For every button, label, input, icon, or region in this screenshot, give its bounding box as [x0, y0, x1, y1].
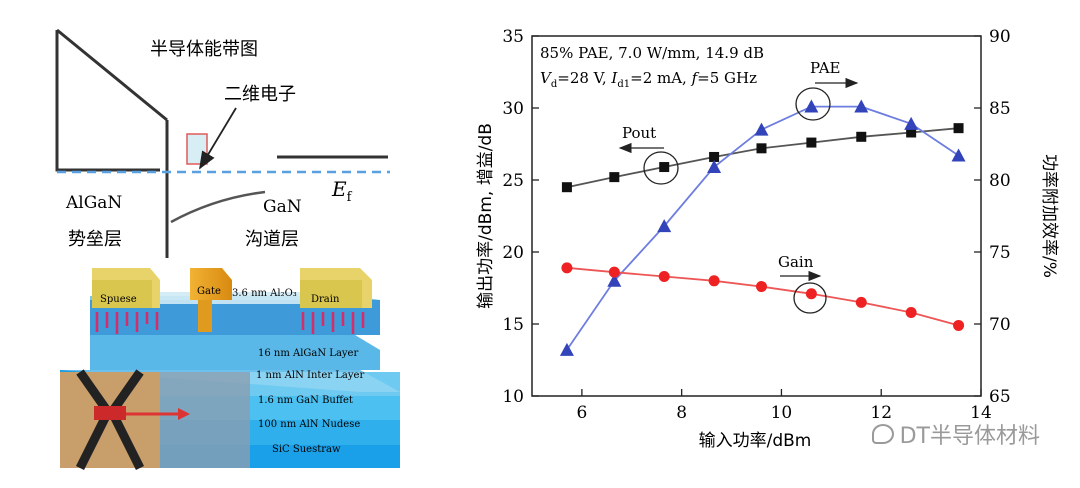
pae-point: [607, 273, 622, 287]
y-right-tick-label: 75: [989, 243, 1011, 263]
layer-label-1: 1 nm AlN Inter Layer: [256, 370, 364, 381]
gain-point: [905, 306, 917, 318]
ef-label: Ef: [331, 177, 353, 205]
device-cross-section: Spuese Gate Drain 3.6 nm Al₂O₃ 16 nm AlG…: [60, 268, 400, 471]
pae-point: [951, 148, 966, 162]
layer-label-0: 16 nm AlGaN Layer: [258, 348, 358, 359]
pout-point: [756, 143, 767, 154]
y-right-tick-label: 70: [989, 315, 1011, 335]
power-chart: 6 8 10 12 14 10 15 20 25 30 35 65 70 75 80 85 90 85% PAE…: [476, 27, 1059, 451]
pout-point: [953, 123, 964, 134]
y-left-tick-label: 20: [502, 243, 524, 263]
pae-point: [657, 219, 672, 233]
pout-point: [561, 182, 572, 193]
band-slope: [56, 28, 168, 122]
pae-series-line: [566, 105, 960, 351]
x-tick-label: 10: [771, 403, 793, 423]
y-left-tick-label: 25: [502, 171, 524, 191]
annotation-line-1: 85% PAE, 7.0 W/mm, 14.9 dB: [540, 44, 764, 62]
y-axis-label-right: 功率附加效率/%: [1039, 154, 1059, 278]
pae-label: PAE: [810, 59, 841, 77]
gain-point: [755, 281, 767, 293]
drain-label: Drain: [311, 294, 340, 305]
y-right-tick-label: 80: [989, 171, 1011, 191]
y-right-tick-label: 90: [989, 27, 1011, 47]
barrier-label: 势垒层: [68, 229, 122, 250]
pout-circle: [643, 151, 679, 185]
x-tick-label: 14: [970, 403, 992, 423]
y-axis-label-left: 输出功率/dBm, 增益/dB: [476, 123, 496, 309]
gan-band-curve: [170, 190, 266, 224]
pae-point: [559, 342, 574, 356]
pae-point: [804, 99, 819, 113]
electron-label: 二维电子: [224, 84, 296, 105]
pae-point: [854, 99, 869, 113]
x-tick-label: 12: [870, 403, 892, 423]
gain-point: [805, 288, 817, 300]
x-tick-label: 8: [676, 403, 687, 423]
annotation-line-2: Vd=28 V, Id1=2 mA, f=5 GHz: [540, 69, 757, 90]
pout-point: [806, 137, 817, 148]
gain-point: [953, 319, 965, 331]
gain-circle: [793, 282, 827, 314]
pae-point: [707, 160, 722, 174]
pout-point: [856, 131, 867, 142]
pout-label: Pout: [622, 124, 656, 142]
plot-frame: [531, 35, 982, 397]
x-axis-label: 输入功率/dBm: [699, 431, 812, 451]
layer-label-4: SiC Suestraw: [272, 444, 341, 455]
layer-label-3: 100 nm AlN Nudese: [258, 419, 360, 430]
2deg-well: [186, 133, 208, 165]
gain-point: [658, 270, 670, 282]
y-left-tick-label: 30: [502, 99, 524, 119]
pout-point: [659, 162, 670, 173]
gain-series-line: [566, 266, 959, 327]
y-left-tick-label: 15: [502, 315, 524, 335]
gain-point: [708, 275, 720, 287]
y-left-tick-label: 35: [502, 27, 524, 47]
pae-point: [754, 122, 769, 136]
channel-label: 沟道层: [245, 229, 299, 250]
gain-point: [855, 296, 867, 308]
wechat-icon: [871, 424, 894, 444]
y-right-tick-label: 65: [989, 387, 1011, 407]
layer-label-2: 1.6 nm GaN Buffet: [258, 395, 353, 406]
pae-point: [904, 116, 919, 130]
pout-point: [906, 127, 917, 138]
x-tick-label: 6: [576, 403, 587, 423]
gain-point: [608, 266, 620, 278]
band-diagram: 半导体能带图 二维电子 Ef AlGaN 势垒层 GaN 沟道层: [55, 28, 390, 258]
gate-label: Gate: [197, 286, 221, 297]
source-label: Spuese: [100, 294, 137, 305]
pout-point: [709, 151, 720, 162]
y-left-tick-label: 10: [502, 387, 524, 407]
oxide-label: 3.6 nm Al₂O₃: [232, 288, 297, 299]
gan-label: GaN: [263, 197, 302, 217]
algan-label: AlGaN: [65, 193, 122, 213]
gain-point: [561, 262, 573, 274]
conduction-band-algan: [55, 30, 160, 172]
y-right-tick-label: 85: [989, 99, 1011, 119]
pout-point: [609, 172, 620, 183]
pae-circle: [795, 87, 831, 121]
band-title: 半导体能带图: [150, 39, 258, 60]
gain-label: Gain: [778, 253, 814, 271]
watermark-text: DT半导体材料: [899, 424, 1040, 449]
watermark: DT半导体材料: [871, 418, 1040, 450]
electron-arrow: [199, 107, 237, 170]
